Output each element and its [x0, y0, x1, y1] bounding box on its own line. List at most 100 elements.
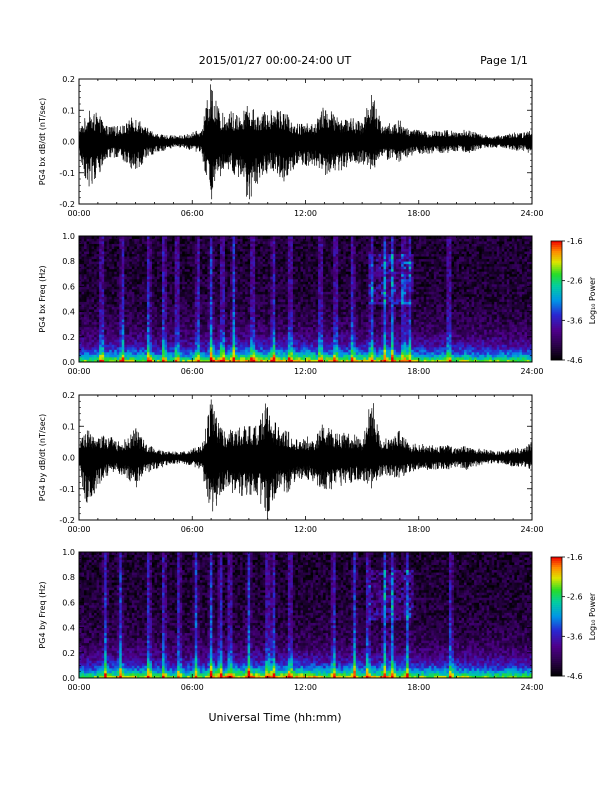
- spectrogram-cell: [260, 296, 264, 300]
- spectrogram-cell: [91, 306, 95, 310]
- spectrogram-cell: [320, 319, 324, 323]
- spectrogram-cell: [146, 339, 150, 343]
- spectrogram-cell: [318, 329, 321, 333]
- spectrogram-cell: [134, 314, 138, 318]
- spectrogram-cell: [207, 299, 211, 302]
- spectrogram-cell: [116, 246, 120, 249]
- spectrogram-cell: [285, 321, 289, 325]
- spectrogram-cell: [260, 354, 264, 358]
- spectrogram-cell: [162, 248, 165, 252]
- spectrogram-cell: [139, 314, 143, 318]
- spectrogram-cell: [151, 359, 155, 363]
- spectrogram-cell: [318, 324, 321, 328]
- spectrogram-cell: [101, 253, 105, 257]
- spectrogram-cell: [182, 268, 186, 272]
- spectrogram-cell: [290, 243, 294, 247]
- spectrogram-cell: [305, 334, 309, 338]
- spectrogram-cell: [109, 304, 113, 307]
- spectrogram-cell: [126, 281, 130, 285]
- spectrogram-cell: [81, 253, 85, 257]
- spectrogram-cell: [81, 321, 85, 325]
- spectrogram-cell: [272, 293, 276, 297]
- spectrogram-cell: [101, 356, 105, 360]
- spectrogram-cell: [169, 301, 173, 305]
- spectrogram-cell: [209, 248, 213, 252]
- spectrogram-cell: [96, 356, 100, 360]
- spectrogram-cell: [277, 238, 281, 242]
- spectrogram-cell: [265, 324, 269, 328]
- spectrogram-cell: [172, 341, 176, 345]
- spectrogram-cell: [126, 329, 130, 333]
- spectrogram-cell: [164, 253, 168, 257]
- spectrogram-cell: [139, 329, 143, 333]
- spectrogram-cell: [212, 299, 216, 302]
- spectrogram-cell: [224, 334, 228, 338]
- spectrogram-cell: [89, 319, 92, 323]
- spectrogram-cell: [217, 291, 221, 295]
- spectrogram-cell: [177, 291, 181, 295]
- spectrogram-cell: [94, 331, 98, 335]
- spectrogram-cell: [192, 316, 196, 320]
- spectrogram-cell: [129, 238, 133, 242]
- spectrogram-cell: [318, 321, 321, 325]
- spectrogram-cell: [285, 299, 289, 302]
- spectrogram-cell: [207, 316, 211, 320]
- spectrogram-cell: [270, 276, 274, 280]
- spectrogram-cell: [134, 346, 138, 350]
- spectrogram-cell: [277, 271, 281, 275]
- spectrogram-cell: [297, 349, 301, 353]
- spectrogram-cell: [101, 351, 105, 355]
- spectrogram-cell: [262, 283, 266, 287]
- spectrogram-cell: [124, 334, 128, 338]
- spectrogram-cell: [252, 281, 256, 285]
- spectrogram-cell: [252, 311, 256, 315]
- spectrogram-cell: [204, 351, 208, 355]
- spectrogram-cell: [89, 288, 92, 292]
- spectrogram-cell: [84, 246, 87, 249]
- spectrogram-cell: [134, 273, 138, 277]
- spectrogram-cell: [151, 291, 155, 295]
- spectrogram-cell: [169, 314, 173, 318]
- spectrogram-cell: [300, 324, 304, 328]
- spectrogram-cell: [91, 341, 95, 345]
- spectrogram-cell: [141, 326, 145, 330]
- spectrogram-cell: [119, 291, 123, 295]
- spectrogram-cell: [250, 291, 254, 295]
- spectrogram-cell: [86, 238, 90, 242]
- spectrogram-cell: [252, 304, 256, 307]
- spectrogram-cell: [116, 283, 120, 287]
- spectrogram-cell: [182, 359, 186, 363]
- spectrogram-cell: [159, 346, 163, 350]
- spectrogram-cell: [177, 261, 181, 265]
- spectrogram-cell: [172, 246, 176, 249]
- spectrogram-cell: [109, 336, 113, 340]
- spectrogram-cell: [252, 329, 256, 333]
- spectrogram-cell: [305, 299, 309, 302]
- spectrogram-cell: [81, 316, 85, 320]
- spectrogram-cell: [146, 276, 150, 280]
- spectrogram-cell: [149, 334, 153, 338]
- spectrogram-cell: [169, 241, 173, 244]
- spectrogram-cell: [204, 276, 208, 280]
- spectrogram-cell: [272, 311, 276, 315]
- spectrogram-cell: [277, 346, 281, 350]
- spectrogram-cell: [184, 309, 188, 312]
- spectrogram-cell: [305, 261, 309, 265]
- spectrogram-cell: [255, 311, 259, 315]
- spectrogram-cell: [114, 248, 118, 252]
- spectrogram-cell: [287, 293, 291, 297]
- spectrogram-cell: [292, 251, 296, 255]
- spectrogram-cell: [282, 329, 286, 333]
- spectrogram-cell: [295, 268, 299, 272]
- spectrogram-cell: [101, 349, 105, 353]
- spectrogram-cell: [164, 236, 168, 239]
- spectrogram-cell: [184, 359, 188, 363]
- spectrogram-cell: [255, 334, 259, 338]
- spectrogram-cell: [204, 346, 208, 350]
- spectrogram-cell: [297, 271, 301, 275]
- spectrogram-cell: [323, 356, 327, 360]
- spectrogram-cell: [184, 311, 188, 315]
- spectrogram-cell: [277, 256, 281, 260]
- spectrogram-cell: [111, 251, 115, 255]
- spectrogram-cell: [104, 344, 108, 348]
